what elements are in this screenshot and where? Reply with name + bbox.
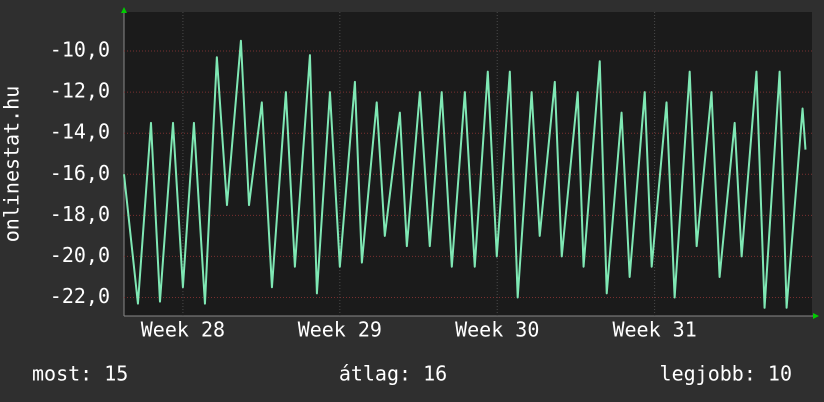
y-tick-label: -10,0	[50, 38, 110, 62]
y-axis-label: onlinestat.hu	[0, 86, 24, 243]
y-tick-label: -18,0	[50, 202, 110, 226]
x-tick-label: Week 31	[612, 318, 696, 342]
y-tick-label: -16,0	[50, 161, 110, 185]
stat-best: legjobb: 10	[660, 362, 792, 386]
y-axis-arrow	[121, 7, 127, 13]
stat-average: átlag: 16	[339, 362, 447, 386]
stat-current: most: 15	[32, 362, 128, 386]
y-tick-label: -20,0	[50, 243, 110, 267]
x-tick-label: Week 29	[298, 318, 382, 342]
x-tick-label: Week 30	[455, 318, 539, 342]
x-tick-label: Week 28	[141, 318, 225, 342]
y-tick-label: -12,0	[50, 79, 110, 103]
y-tick-label: -22,0	[50, 284, 110, 308]
y-tick-label: -14,0	[50, 120, 110, 144]
data-line	[123, 39, 807, 309]
x-axis-arrow	[813, 313, 819, 319]
